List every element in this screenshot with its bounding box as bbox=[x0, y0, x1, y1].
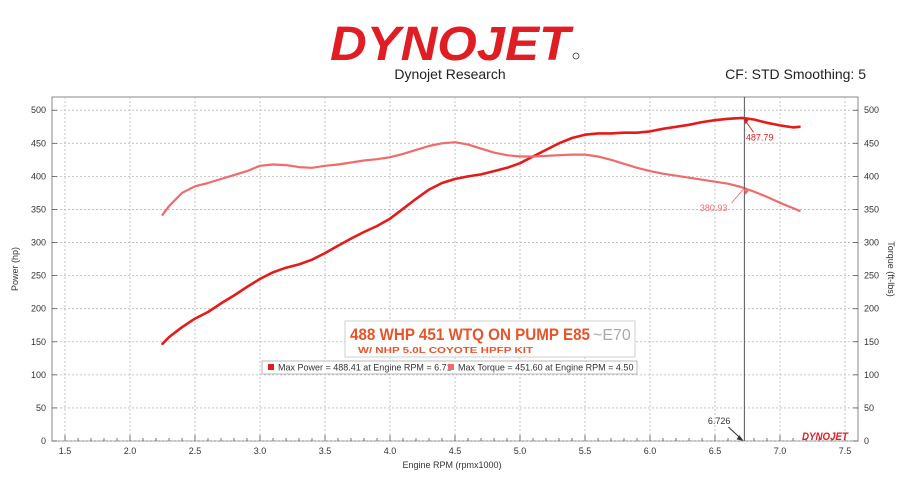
overlay-suffix: ~E70 bbox=[593, 327, 631, 344]
x-tick-label: 4.0 bbox=[384, 446, 397, 456]
y2-tick-label: 450 bbox=[864, 138, 879, 148]
x-tick-label: 6.0 bbox=[644, 446, 657, 456]
rpm-cursor-arrow-icon bbox=[728, 426, 744, 441]
x-tick-label: 5.0 bbox=[514, 446, 527, 456]
torque-annotation-arrow bbox=[731, 188, 744, 204]
torque-annotation-label: 380.93 bbox=[700, 203, 728, 213]
y-tick-label: 250 bbox=[31, 271, 46, 281]
registered-mark-icon bbox=[572, 52, 580, 60]
y2-tick-label: 150 bbox=[864, 337, 879, 347]
overlay-box bbox=[344, 320, 636, 358]
x-tick-label: 5.5 bbox=[579, 446, 592, 456]
y-tick-label: 500 bbox=[31, 105, 46, 115]
y-tick-label: 100 bbox=[31, 370, 46, 380]
x-tick-label: 4.5 bbox=[449, 446, 462, 456]
power-annotation-label: 487.79 bbox=[746, 132, 774, 142]
x-tick-label: 7.0 bbox=[774, 446, 787, 456]
legend-label-torque: Max Torque = 451.60 at Engine RPM = 4.50 bbox=[458, 363, 633, 373]
legend: Max Power = 488.41 at Engine RPM = 6.71 … bbox=[261, 360, 638, 375]
brand-subtitle: Dynojet Research bbox=[394, 66, 506, 82]
ticks: 1.5 2.0 2.5 3.0 3.5 4.0 4.5 5.0 5.5 6.0 6.5 7.0 7.5 0… bbox=[31, 105, 879, 456]
overlay-headline: 488 WHP 451 WTQ ON PUMP E85 bbox=[350, 325, 590, 344]
y-tick-label: 50 bbox=[36, 403, 46, 413]
power-annotation-arrowhead-icon bbox=[743, 118, 749, 125]
correction-factor-label: CF: STD Smoothing: 5 bbox=[725, 66, 866, 82]
x-tick-label: 7.5 bbox=[839, 446, 852, 456]
power-curve bbox=[161, 116, 801, 346]
y2-tick-label: 200 bbox=[864, 304, 879, 314]
overlay-title: 488 WHP 451 WTQ ON PUMP E85 ~E70 W/ NHP … bbox=[344, 320, 636, 358]
x-axis-label: Engine RPM (rpmx1000) bbox=[402, 460, 501, 470]
x-tick-label: 3.5 bbox=[319, 446, 332, 456]
rpm-cursor-label: 6.726 bbox=[708, 416, 731, 426]
y2-tick-label: 300 bbox=[864, 238, 879, 248]
y-tick-label: 400 bbox=[31, 171, 46, 181]
y2-tick-label: 100 bbox=[864, 370, 879, 380]
y2-tick-label: 350 bbox=[864, 204, 879, 214]
x-tick-label: 2.5 bbox=[189, 446, 202, 456]
x-tick-label: 2.0 bbox=[124, 446, 137, 456]
y-tick-label: 150 bbox=[31, 337, 46, 347]
y-axis-label: Power (hp) bbox=[10, 247, 20, 291]
y-tick-label: 450 bbox=[31, 138, 46, 148]
torque-annotation-arrowhead-icon bbox=[743, 189, 749, 196]
y2-tick-label: 250 bbox=[864, 271, 879, 281]
y2-tick-label: 400 bbox=[864, 171, 879, 181]
torque-curve bbox=[161, 141, 801, 216]
y-tick-label: 0 bbox=[41, 436, 46, 446]
legend-swatch-torque bbox=[448, 364, 454, 370]
plot-watermark: DYNOJET bbox=[802, 431, 849, 443]
x-tick-label: 3.0 bbox=[254, 446, 267, 456]
y-tick-label: 350 bbox=[31, 204, 46, 214]
y2-tick-label: 0 bbox=[864, 436, 869, 446]
series-lines bbox=[161, 116, 801, 346]
legend-label-power: Max Power = 488.41 at Engine RPM = 6.71 bbox=[278, 363, 452, 373]
y2-tick-label: 50 bbox=[864, 403, 874, 413]
legend-swatch-power bbox=[268, 364, 274, 370]
y2-axis-label: Torque (ft-lbs) bbox=[886, 241, 896, 297]
y2-tick-label: 500 bbox=[864, 105, 879, 115]
logo-text: DYNOJET bbox=[330, 18, 574, 68]
x-tick-label: 1.5 bbox=[59, 446, 72, 456]
overlay-subtitle: W/ NHP 5.0L COYOTE HPFP KIT bbox=[358, 346, 533, 355]
x-tick-label: 6.5 bbox=[709, 446, 722, 456]
y-tick-label: 300 bbox=[31, 238, 46, 248]
y-tick-label: 200 bbox=[31, 304, 46, 314]
dynojet-logo: DYNOJET bbox=[330, 18, 580, 68]
annotations: 487.79 380.93 bbox=[700, 118, 774, 213]
